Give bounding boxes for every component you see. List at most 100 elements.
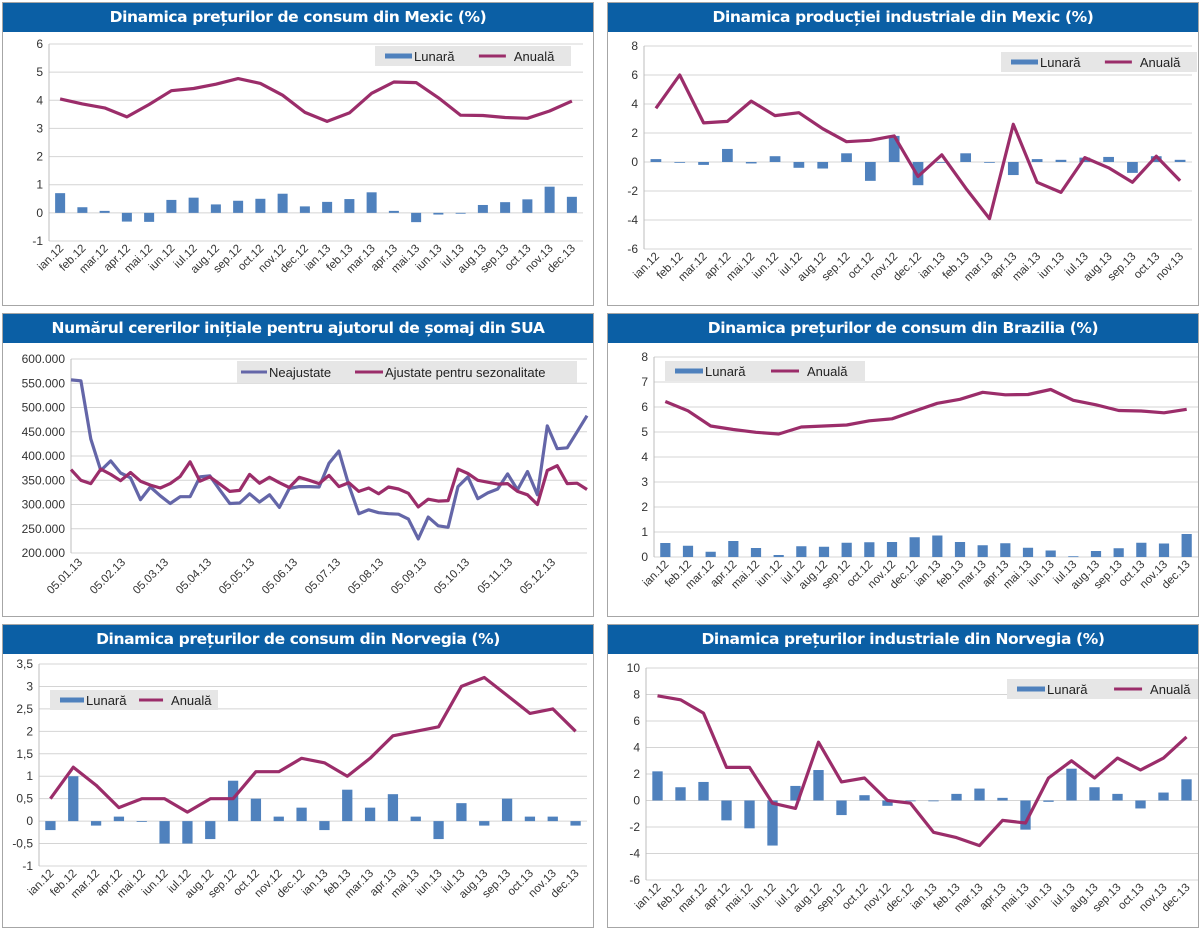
y-tick-label: 10 [627, 661, 641, 675]
bar-lunara [1068, 556, 1079, 558]
x-tick-label: iun.12 [748, 882, 779, 913]
bar-lunara [813, 770, 824, 801]
y-tick-label: 350.000 [22, 473, 66, 487]
chart-panel-mexic-cpi: Dinamica prețurilor de consum din Mexic … [2, 2, 594, 306]
bar-lunara [319, 821, 330, 831]
bar-lunara [410, 816, 421, 822]
bar-lunara [974, 788, 985, 801]
legend-background [375, 46, 571, 66]
x-tick-label: iun.12 [751, 251, 782, 282]
bar-lunara [841, 153, 852, 162]
bar-lunara [433, 821, 444, 840]
x-tick-label: 05.07.13 [303, 557, 343, 597]
bar-lunara [1089, 787, 1100, 801]
bar-lunara [864, 542, 875, 557]
legend-label: Anuală [1150, 682, 1191, 697]
bar-lunara [411, 212, 422, 223]
y-tick-label: 0 [26, 814, 33, 828]
bar-lunara [1150, 156, 1162, 162]
bar-lunara [750, 548, 762, 557]
chart-title: Dinamica prețurilor de consum din Norveg… [3, 625, 593, 654]
chart-panel-brazilia-cpi: Dinamica prețurilor de consum din Brazil… [607, 313, 1199, 617]
bar-lunara [1055, 159, 1067, 162]
bar-lunara [698, 781, 709, 801]
y-tick-label: 0 [633, 794, 640, 808]
y-tick-label: 5 [641, 425, 648, 439]
y-tick-label: 8 [641, 350, 648, 364]
bar-lunara [166, 199, 177, 213]
bar-lunara [544, 186, 555, 213]
legend-label: Lunară [1040, 55, 1081, 70]
legend-swatch-lunara [1017, 686, 1045, 692]
legend-label: Lunară [1047, 682, 1088, 697]
bar-lunara [951, 793, 962, 801]
legend-label: Lunară [414, 49, 455, 64]
y-tick-label: 0,5 [16, 792, 33, 806]
bar-lunara [1158, 792, 1169, 801]
y-tick-label: 600.000 [22, 352, 66, 366]
bar-lunara [255, 198, 266, 213]
bar-lunara [1022, 547, 1034, 557]
y-tick-label: 6 [631, 68, 638, 82]
y-tick-label: 0 [631, 155, 638, 169]
bar-lunara [99, 210, 110, 213]
bar-lunara [841, 542, 852, 557]
bar-lunara [954, 542, 966, 557]
legend: Lunară Anuală [1007, 679, 1198, 699]
y-tick-label: -2 [629, 820, 640, 834]
bar-lunara [277, 193, 288, 213]
bar-lunara [796, 546, 807, 557]
chart-sua-claims: 600.000 550.000 500.000 450.000 400.000 350.0… [22, 352, 589, 597]
bar-lunara [698, 162, 709, 165]
bar-lunara [1135, 800, 1146, 809]
y-tick-label: 3,5 [16, 657, 33, 671]
y-tick-label: 1 [26, 769, 33, 783]
bar-lunara [547, 816, 558, 822]
chart-title: Dinamica prețurilor de consum din Brazil… [608, 314, 1198, 343]
y-tick-label: 4 [641, 450, 648, 464]
line-anuala [664, 387, 1187, 436]
line-anuala [49, 675, 577, 814]
y-tick-label: 2 [36, 150, 43, 164]
x-tick-label: iun.13 [414, 243, 445, 274]
legend-label: Lunară [86, 693, 127, 708]
y-tick-label: 7 [641, 375, 648, 389]
bar-lunara [366, 192, 377, 213]
y-tick-label: 1 [36, 178, 43, 192]
y-tick-label: 0 [36, 206, 43, 220]
bar-lunara [650, 159, 662, 162]
bar-lunara [1174, 159, 1186, 162]
bar-lunara [905, 800, 916, 802]
x-tick-label: iun.13 [1026, 559, 1057, 590]
y-tick-label: -4 [627, 213, 638, 227]
bar-lunara [882, 800, 893, 806]
bar-lunara [570, 821, 581, 826]
legend-background [237, 361, 577, 383]
x-tick-label: iun.13 [414, 868, 445, 899]
bar-lunara [364, 807, 376, 822]
y-tick-label: 250.000 [22, 522, 66, 536]
bar-lunara [1007, 162, 1019, 176]
bar-lunara [182, 821, 193, 844]
bar-lunara [387, 794, 399, 822]
bar-lunara [1127, 162, 1138, 173]
bar-lunara [227, 780, 239, 822]
y-tick-label: 4 [36, 93, 43, 107]
bar-lunara [1158, 543, 1170, 557]
y-tick-label: 6 [36, 37, 43, 51]
bar-lunara [456, 803, 467, 822]
bar-lunara [388, 210, 399, 213]
bar-lunara [322, 201, 333, 213]
y-tick-label: -2 [627, 184, 638, 198]
x-tick-label: 05.06.13 [260, 557, 300, 597]
chart-norvegia-ppi: 1086420-2-4-6ian.12feb.12mar.12apr.12mai… [627, 661, 1198, 915]
x-tick-label: iun.12 [754, 559, 785, 590]
bar-lunara [1020, 800, 1031, 830]
bar-lunara [144, 212, 155, 222]
legend-label: Ajustate pentru sezonalitate [385, 365, 545, 380]
x-tick-label: 05.03.13 [131, 557, 171, 597]
y-tick-label: -1 [32, 234, 43, 248]
y-tick-label: 8 [633, 688, 640, 702]
bar-lunara [188, 197, 199, 213]
legend-swatch-lunara [1011, 59, 1038, 65]
